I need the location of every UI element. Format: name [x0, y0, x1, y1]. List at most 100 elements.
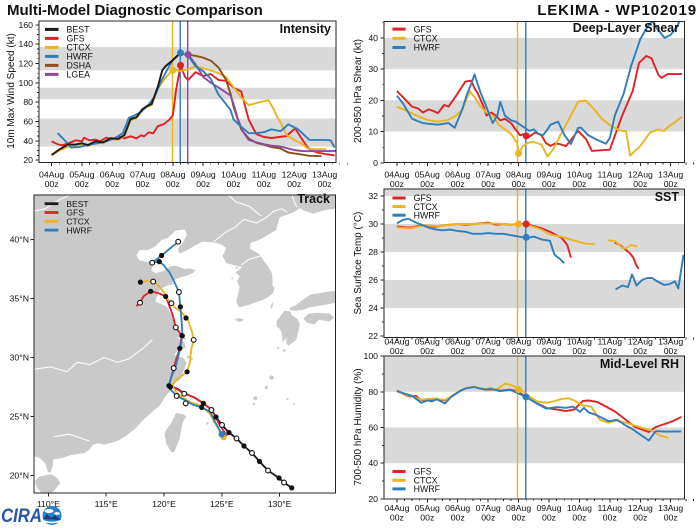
svg-text:26: 26 [368, 275, 378, 285]
svg-text:GFS: GFS [414, 24, 432, 34]
svg-text:CTCX: CTCX [414, 202, 438, 212]
svg-text:80: 80 [23, 97, 33, 107]
svg-text:00z: 00z [196, 179, 210, 189]
svg-text:04Aug: 04Aug [384, 503, 409, 513]
svg-text:12Aug: 12Aug [628, 337, 653, 347]
svg-text:09Aug: 09Aug [536, 503, 561, 513]
svg-text:00z: 00z [633, 346, 647, 356]
svg-text:120: 120 [19, 59, 34, 69]
svg-text:00z: 00z [390, 346, 404, 356]
svg-text:00z: 00z [45, 179, 59, 189]
svg-text:10: 10 [368, 127, 378, 137]
svg-text:07Aug: 07Aug [130, 170, 155, 180]
svg-text:28: 28 [368, 247, 378, 257]
svg-text:00z: 00z [481, 179, 495, 189]
svg-text:0: 0 [373, 158, 378, 168]
svg-text:HWRF: HWRF [67, 52, 94, 62]
svg-text:GFS: GFS [67, 34, 85, 44]
svg-text:00z: 00z [481, 346, 495, 356]
svg-text:32: 32 [368, 191, 378, 201]
svg-text:12Aug: 12Aug [628, 170, 653, 180]
svg-text:CTCX: CTCX [414, 475, 438, 485]
svg-text:00z: 00z [390, 512, 404, 522]
svg-text:Track: Track [297, 192, 330, 206]
svg-text:04Aug: 04Aug [384, 337, 409, 347]
svg-text:CTCX: CTCX [66, 217, 89, 227]
svg-text:DSHA: DSHA [67, 61, 92, 71]
svg-text:13Aug: 13Aug [312, 170, 337, 180]
svg-text:CTCX: CTCX [67, 43, 91, 53]
svg-text:00z: 00z [542, 512, 556, 522]
svg-text:25°N: 25°N [10, 412, 29, 422]
svg-text:13Aug: 13Aug [658, 503, 683, 513]
svg-text:00z: 00z [390, 179, 404, 189]
svg-text:00z: 00z [603, 512, 617, 522]
svg-text:00z: 00z [512, 512, 526, 522]
svg-text:13Aug: 13Aug [658, 337, 683, 347]
svg-text:11Aug: 11Aug [598, 170, 623, 180]
svg-text:125°E: 125°E [210, 499, 234, 509]
svg-text:11Aug: 11Aug [598, 503, 623, 513]
svg-text:22: 22 [368, 331, 378, 341]
svg-text:SST: SST [655, 190, 680, 204]
svg-text:04Aug: 04Aug [39, 170, 64, 180]
svg-text:00z: 00z [227, 179, 241, 189]
svg-text:140: 140 [19, 39, 34, 49]
svg-text:00z: 00z [572, 512, 586, 522]
svg-text:10Aug: 10Aug [567, 170, 592, 180]
svg-text:20: 20 [23, 155, 33, 165]
svg-text:700-500 hPa Humidity (%): 700-500 hPa Humidity (%) [353, 368, 364, 485]
svg-text:20: 20 [368, 95, 378, 105]
svg-text:Multi-Model Diagnostic Compari: Multi-Model Diagnostic Comparison [7, 2, 263, 19]
svg-text:00z: 00z [166, 179, 180, 189]
svg-text:00z: 00z [287, 179, 301, 189]
svg-text:24: 24 [368, 303, 378, 313]
svg-text:12Aug: 12Aug [628, 503, 653, 513]
svg-text:00z: 00z [512, 179, 526, 189]
svg-text:GFS: GFS [66, 208, 84, 218]
svg-text:05Aug: 05Aug [415, 170, 440, 180]
svg-text:08Aug: 08Aug [160, 170, 185, 180]
svg-text:120°E: 120°E [152, 499, 176, 509]
svg-text:04Aug: 04Aug [384, 170, 409, 180]
svg-text:GFS: GFS [414, 193, 432, 203]
svg-text:09Aug: 09Aug [536, 170, 561, 180]
svg-text:HWRF: HWRF [66, 225, 92, 235]
svg-text:07Aug: 07Aug [476, 337, 501, 347]
svg-text:CIRA: CIRA [1, 505, 42, 525]
svg-text:00z: 00z [451, 179, 465, 189]
svg-text:00z: 00z [542, 179, 556, 189]
svg-text:00z: 00z [257, 179, 271, 189]
svg-text:00z: 00z [572, 346, 586, 356]
svg-text:05Aug: 05Aug [415, 503, 440, 513]
svg-text:00z: 00z [420, 346, 434, 356]
svg-text:60: 60 [368, 423, 378, 433]
svg-text:00z: 00z [420, 512, 434, 522]
svg-text:LGEA: LGEA [67, 70, 91, 80]
svg-text:10m Max Wind Speed (kt): 10m Max Wind Speed (kt) [6, 33, 17, 149]
svg-text:00z: 00z [481, 512, 495, 522]
svg-text:00z: 00z [633, 512, 647, 522]
svg-text:00z: 00z [603, 179, 617, 189]
svg-text:00z: 00z [105, 179, 119, 189]
svg-text:00z: 00z [542, 346, 556, 356]
svg-text:00z: 00z [603, 346, 617, 356]
svg-text:HWRF: HWRF [414, 43, 441, 53]
svg-text:BEST: BEST [67, 25, 91, 35]
svg-text:130°E: 130°E [268, 499, 292, 509]
svg-text:00z: 00z [451, 512, 465, 522]
svg-text:00z: 00z [318, 179, 332, 189]
svg-text:11Aug: 11Aug [598, 337, 623, 347]
svg-text:40: 40 [368, 33, 378, 43]
svg-text:00z: 00z [633, 179, 647, 189]
svg-text:30: 30 [368, 64, 378, 74]
svg-text:HWRF: HWRF [414, 210, 441, 220]
svg-text:00z: 00z [664, 512, 678, 522]
svg-text:11Aug: 11Aug [252, 170, 277, 180]
svg-text:80: 80 [368, 387, 378, 397]
svg-text:13Aug: 13Aug [658, 170, 683, 180]
svg-text:08Aug: 08Aug [506, 337, 531, 347]
svg-text:100: 100 [19, 78, 34, 88]
svg-text:100: 100 [364, 351, 379, 361]
svg-text:60: 60 [23, 117, 33, 127]
